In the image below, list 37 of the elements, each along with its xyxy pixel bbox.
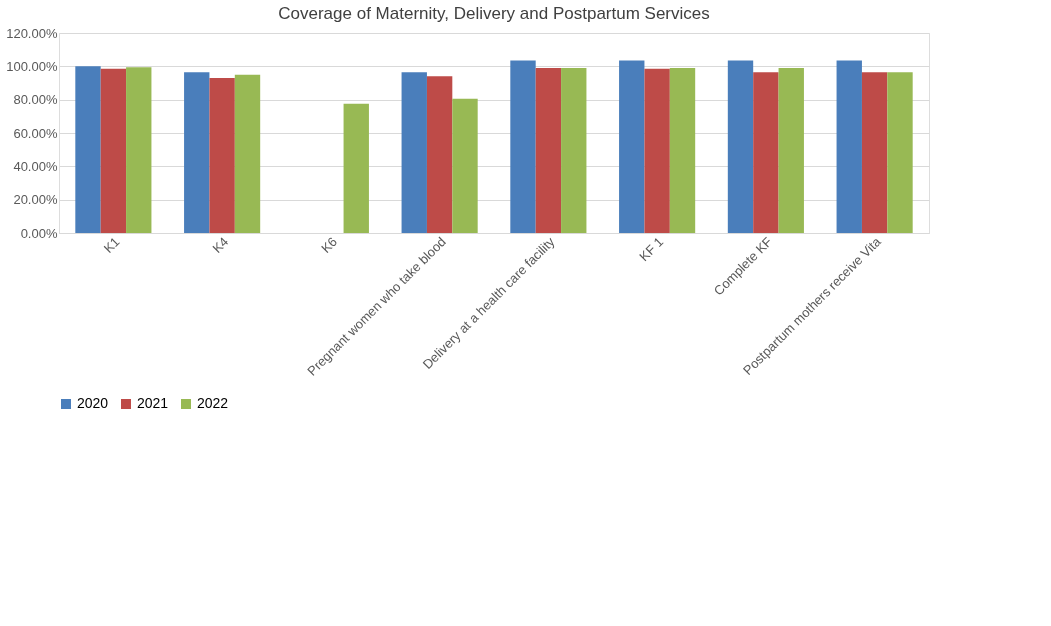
bar [100,68,127,233]
legend-label: 2022 [197,395,229,411]
bar [126,67,152,233]
bar [619,60,645,233]
y-tick-label: 60.00% [13,125,58,141]
bar [209,78,235,233]
bar [753,72,779,233]
bar [510,60,536,233]
y-tick-label: 40.00% [13,158,58,174]
y-tick-label: 80.00% [13,92,58,108]
y-tick-label: 120.00% [6,25,58,41]
chart-title: Coverage of Maternity, Delivery and Postpartum Services [278,4,710,23]
bar [669,68,696,233]
y-tick-label: 100.00% [6,58,58,74]
x-tick-label: K1 [100,234,123,256]
x-tick-label: K4 [209,234,232,256]
x-tick-label: K6 [318,234,341,256]
legend-label: 2021 [137,395,169,411]
bar [343,103,369,233]
bar [75,66,101,233]
bar [426,76,453,233]
bar [535,68,562,233]
bar [727,60,754,233]
bar [778,68,804,233]
bar [234,74,261,233]
bar [401,72,427,233]
bar [561,68,587,233]
bar [887,72,913,233]
y-tick-label: 20.00% [13,192,58,208]
bar [644,68,670,233]
bar [836,60,862,233]
legend-label: 2020 [77,395,109,411]
y-tick-label: 0.00% [20,225,58,241]
bar [861,72,888,233]
bar [452,98,478,233]
x-tick-label: KF 1 [636,234,667,265]
bar [184,72,210,233]
